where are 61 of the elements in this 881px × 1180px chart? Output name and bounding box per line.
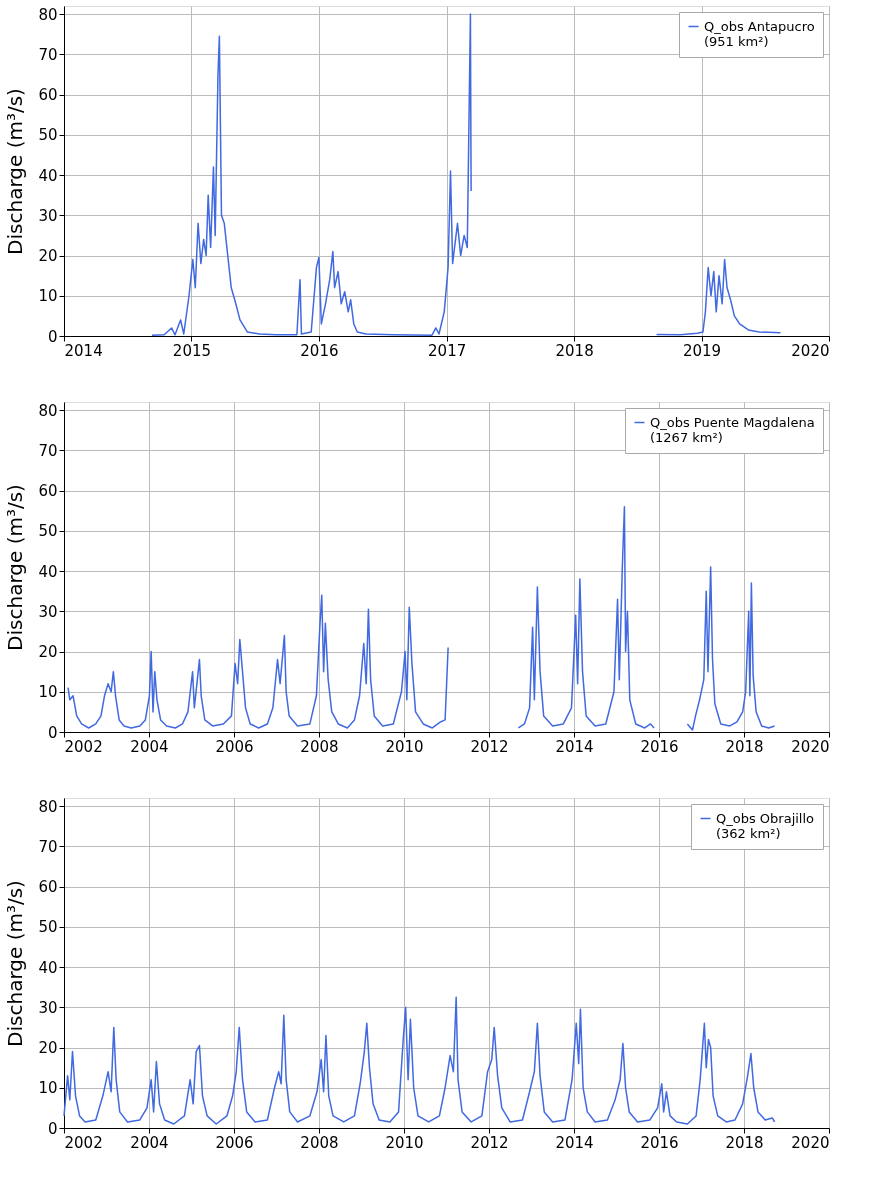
y-tick-label: 70	[38, 45, 58, 64]
y-tick-label: 20	[38, 643, 58, 662]
x-tick-label: 2020	[791, 737, 830, 756]
y-tick-label: 0	[47, 723, 58, 742]
y-tick-label: 60	[38, 878, 58, 897]
x-tick-label: 2020	[791, 341, 830, 360]
y-tick-label: 50	[38, 918, 58, 937]
legend-label: Q_obs Puente Magdalena (1267 km²)	[650, 414, 815, 445]
y-tick-label: 60	[38, 482, 58, 501]
y-axis-title: Discharge (m³/s)	[3, 484, 28, 651]
y-axis-title: Discharge (m³/s)	[3, 880, 28, 1047]
y-tick-label: 70	[38, 837, 58, 856]
x-tick-label: 2006	[215, 737, 254, 756]
x-tick-label: 2012	[470, 1133, 509, 1152]
y-tick-label: 80	[38, 797, 58, 816]
y-axis-title: Discharge (m³/s)	[3, 88, 28, 255]
y-tick-label: 60	[38, 86, 58, 105]
x-tick-label: 2006	[215, 1133, 254, 1152]
x-tick-label: 2019	[682, 341, 722, 360]
y-tick-label: 40	[38, 562, 58, 581]
y-tick-label: 40	[38, 958, 58, 977]
line-series	[63, 996, 776, 1125]
y-tick-label: 20	[38, 1039, 58, 1058]
y-tick-label: 10	[38, 1079, 58, 1098]
x-tick-label: 2002	[64, 1133, 103, 1152]
x-tick-label: 2018	[725, 1133, 764, 1152]
y-tick-label: 80	[38, 401, 58, 420]
x-tick-label: 2016	[300, 341, 339, 360]
x-tick-label: 2014	[555, 1133, 594, 1152]
x-tick-label: 2020	[791, 1133, 830, 1152]
y-tick-label: 80	[38, 5, 58, 24]
x-tick-label: 2015	[172, 341, 212, 360]
y-tick-label: 40	[38, 166, 58, 185]
x-tick-label: 2016	[640, 1133, 679, 1152]
x-tick-label: 2010	[385, 1133, 424, 1152]
y-tick-label: 50	[38, 126, 58, 145]
x-tick-label: 2012	[470, 737, 509, 756]
y-tick-label: 30	[38, 602, 58, 621]
y-tick-label: 10	[38, 683, 58, 702]
x-tick-label: 2017	[428, 341, 467, 360]
x-tick-label: 2018	[725, 737, 764, 756]
x-tick-label: 2008	[300, 1133, 339, 1152]
y-tick-label: 0	[47, 327, 58, 346]
y-tick-label: 30	[38, 206, 58, 225]
x-tick-label: 2014	[64, 341, 103, 360]
y-tick-label: 50	[38, 522, 58, 541]
x-tick-label: 2018	[555, 341, 594, 360]
y-tick-label: 20	[38, 247, 58, 266]
y-tick-label: 30	[38, 998, 58, 1017]
y-tick-label: 0	[47, 1119, 58, 1138]
x-tick-label: 2016	[640, 737, 679, 756]
legend-label: Q_obs Antapucro (951 km²)	[704, 18, 815, 49]
x-tick-label: 2004	[130, 1133, 169, 1152]
y-tick-label: 10	[38, 287, 58, 306]
x-tick-label: 2010	[385, 737, 424, 756]
x-tick-label: 2008	[300, 737, 339, 756]
y-tick-label: 70	[38, 441, 58, 460]
x-tick-label: 2004	[130, 737, 169, 756]
x-tick-label: 2002	[64, 737, 103, 756]
x-tick-label: 2014	[555, 737, 594, 756]
legend-label: Q_obs Obrajillo (362 km²)	[716, 810, 815, 841]
